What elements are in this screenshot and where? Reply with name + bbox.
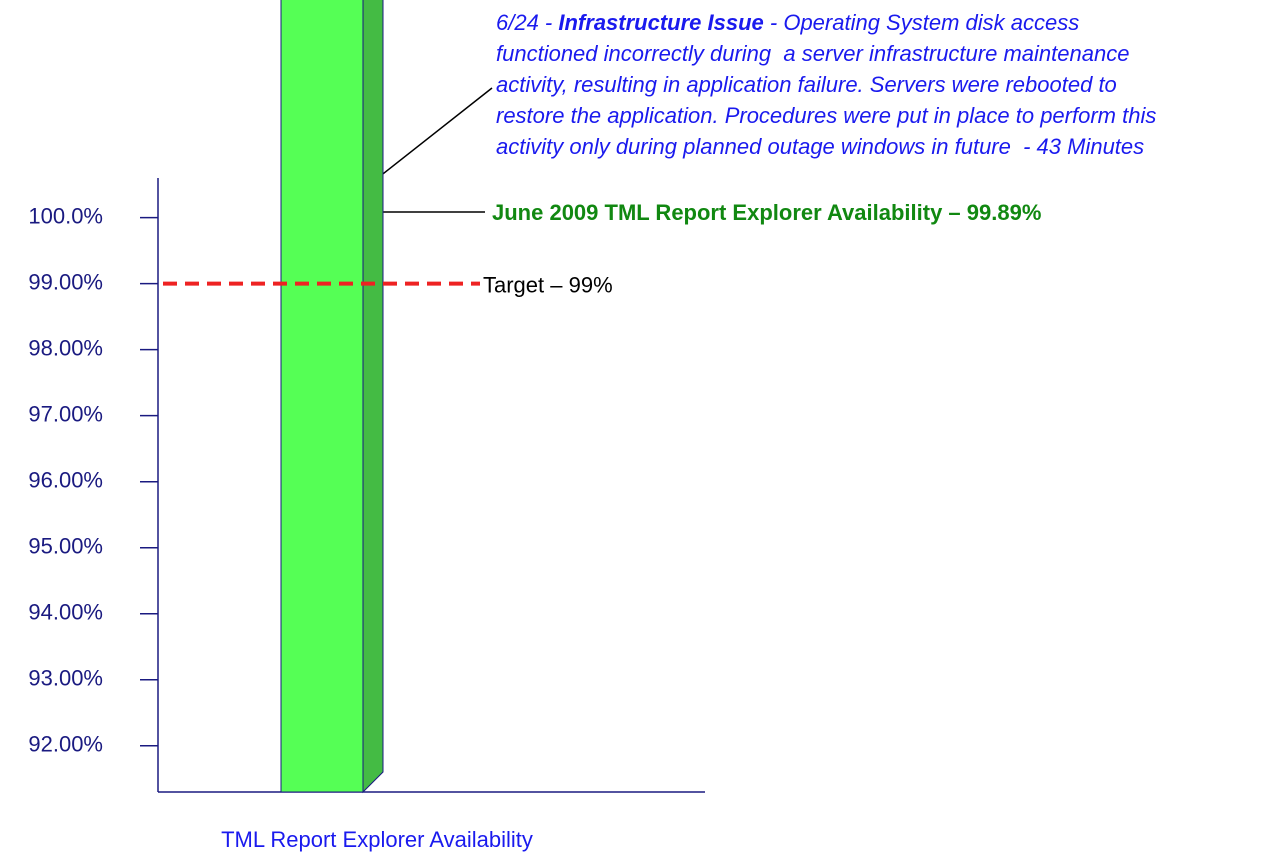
annotation-line: restore the application. Procedures were… xyxy=(496,103,1156,128)
bar-segment xyxy=(280,0,364,793)
annotation-lead: 6/24 - xyxy=(496,10,558,35)
y-tick-label: 95.00% xyxy=(28,534,103,559)
x-category-label: TML Report Explorer Availability xyxy=(221,827,533,852)
bar-segment-side xyxy=(362,0,384,794)
annotation-line: 6/24 - Infrastructure Issue - Operating … xyxy=(496,10,1079,35)
annotation-title: Infrastructure Issue xyxy=(558,10,763,35)
annotation-text: - Operating System disk access xyxy=(764,10,1079,35)
target-label: Target – 99% xyxy=(483,272,613,297)
annotation-line: activity only during planned outage wind… xyxy=(496,134,1144,159)
y-tick-label: 100.0% xyxy=(28,203,103,228)
y-tick-label: 98.00% xyxy=(28,335,103,360)
annotation-line: activity, resulting in application failu… xyxy=(496,72,1117,97)
y-tick-label: 97.00% xyxy=(28,401,103,426)
y-tick-label: 96.00% xyxy=(28,468,103,493)
annotation-line: functioned incorrectly during a server i… xyxy=(496,41,1129,66)
y-tick-label: 93.00% xyxy=(28,666,103,691)
availability-label: June 2009 TML Report Explorer Availabili… xyxy=(492,200,1041,225)
y-tick-label: 99.00% xyxy=(28,269,103,294)
y-tick-label: 92.00% xyxy=(28,732,103,757)
y-tick-label: 94.00% xyxy=(28,600,103,625)
